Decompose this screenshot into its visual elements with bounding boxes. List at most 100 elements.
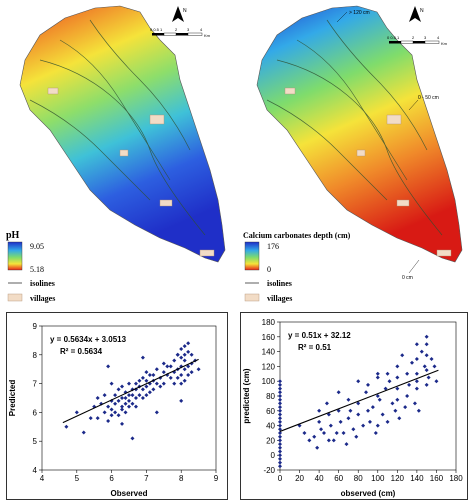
data-point [387, 379, 392, 384]
data-point [377, 397, 382, 402]
data-point [120, 404, 125, 409]
x-axis-label: Observed [111, 489, 148, 498]
svg-text:0 0.5 1: 0 0.5 1 [387, 35, 400, 40]
data-point [383, 386, 388, 391]
data-point [307, 438, 312, 443]
data-point [179, 347, 184, 352]
x-tick-label: 9 [214, 474, 219, 483]
data-point [405, 371, 410, 376]
calcium-isolines-label: isolines [267, 279, 292, 288]
data-point [403, 405, 408, 410]
data-point [278, 460, 282, 465]
x-tick-label: 40 [315, 474, 324, 483]
x-tick-label: 6 [109, 474, 114, 483]
data-point [346, 397, 351, 402]
x-tick-label: 180 [449, 474, 463, 483]
data-point [165, 364, 170, 369]
data-point [64, 424, 69, 429]
data-point [364, 390, 369, 395]
y-tick-label: 0 [271, 451, 276, 460]
data-point [317, 419, 322, 424]
data-point [74, 410, 79, 415]
data-point [395, 375, 400, 380]
data-point [278, 453, 282, 458]
data-point [278, 401, 282, 406]
data-point [113, 410, 118, 415]
data-point [278, 397, 282, 402]
data-point [336, 408, 341, 413]
data-point [186, 341, 191, 346]
data-point [422, 364, 427, 369]
calcium-map-panel: > 120 cm 0 - 50 cm 0 cm N 0 0.5 1 2 3 4 … [243, 5, 463, 303]
svg-text:2: 2 [175, 27, 178, 32]
data-point [370, 405, 375, 410]
svg-text:N: N [183, 8, 187, 14]
data-point [414, 379, 419, 384]
data-point [130, 401, 135, 406]
y-tick-label: 6 [33, 408, 38, 417]
data-point [338, 419, 343, 424]
data-point [154, 367, 159, 372]
data-point [414, 386, 419, 391]
data-point [328, 423, 333, 428]
data-point [133, 404, 138, 409]
svg-text:2: 2 [412, 35, 415, 40]
data-point [346, 416, 351, 421]
data-point [179, 364, 184, 369]
y-axis-label: predicted (cm) [242, 368, 251, 423]
data-point [434, 379, 439, 384]
data-point [109, 413, 114, 418]
data-point [123, 396, 128, 400]
data-point [158, 384, 163, 389]
data-point [426, 375, 431, 380]
ph-scale-max: 9.05 [30, 242, 44, 251]
ph-scale-bar: 0 0.5 1 2 3 4 Km [150, 27, 211, 38]
data-point [424, 342, 429, 347]
data-point [140, 375, 145, 380]
trendline [62, 358, 199, 424]
ph-isolines [29, 19, 206, 236]
ph-village-swatch [7, 293, 23, 302]
y-tick-label: 100 [262, 377, 276, 386]
data-point [348, 408, 353, 413]
data-point [92, 404, 97, 409]
data-point [127, 381, 131, 386]
data-point [278, 431, 282, 435]
data-point [278, 456, 282, 461]
svg-text:4: 4 [437, 35, 440, 40]
data-point [165, 372, 170, 377]
x-tick-label: 60 [334, 474, 343, 483]
svg-text:4: 4 [200, 27, 203, 32]
data-point [278, 405, 282, 410]
x-tick-label: 120 [391, 474, 405, 483]
chart-frame [6, 312, 228, 500]
data-point [356, 401, 361, 406]
x-tick-label: 160 [430, 474, 444, 483]
data-point [186, 349, 191, 354]
data-point [116, 398, 121, 403]
data-point [113, 401, 118, 406]
calcium-scale-max: 176 [267, 242, 279, 251]
data-point [395, 364, 400, 369]
x-tick-label: 4 [40, 474, 45, 483]
x-tick-label: 7 [144, 474, 149, 483]
data-point [366, 408, 370, 413]
data-point [144, 384, 149, 389]
svg-text:3: 3 [424, 35, 427, 40]
annotation-over-120: > 120 cm [349, 10, 370, 16]
data-point [147, 390, 152, 395]
data-point [278, 386, 282, 391]
calcium-scale-bar: 0 0.5 1 2 3 4 Km [387, 35, 448, 46]
y-tick-label: 80 [266, 392, 275, 401]
data-point [127, 393, 131, 398]
data-point [395, 386, 400, 391]
annotation-0-cm: 0 cm [402, 275, 413, 281]
calcium-legend-title: Calcium carbonates depth (cm) [243, 231, 351, 240]
data-point [278, 382, 282, 387]
data-point [322, 431, 326, 435]
ph-scatter-chart: 4 5 6 7 8 9 4 5 6 7 8 9 y = 0.5634x + 3.0513 R² = 0.5… [6, 312, 228, 500]
data-point [133, 396, 138, 400]
calcium-scale-min: 0 [267, 265, 271, 274]
data-point [189, 352, 194, 357]
data-point [95, 416, 100, 421]
